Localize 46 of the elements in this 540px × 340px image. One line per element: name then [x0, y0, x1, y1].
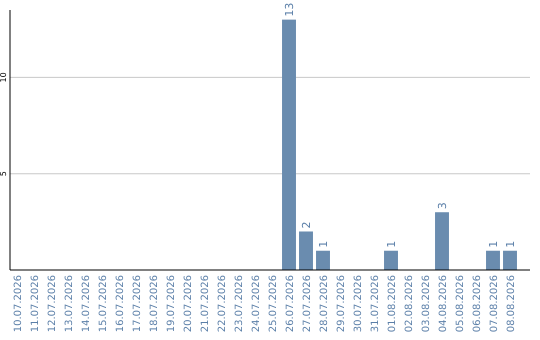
- x-tick-label: 22.07.2026: [217, 275, 228, 332]
- x-tick-label: 13.07.2026: [64, 275, 75, 332]
- bar: [384, 250, 398, 270]
- data-label: 1: [487, 240, 500, 248]
- x-tick-label: 04.08.2026: [438, 275, 449, 332]
- bar: [503, 250, 517, 270]
- bar: [316, 250, 330, 270]
- x-tick-label: 20.07.2026: [183, 275, 194, 332]
- x-tick-label: 11.07.2026: [30, 275, 41, 332]
- x-tick-label: 25.07.2026: [268, 275, 279, 332]
- bar: [486, 250, 500, 270]
- x-tick-label: 15.07.2026: [98, 275, 109, 332]
- x-tick-label: 24.07.2026: [251, 275, 262, 332]
- x-tick-label: 30.07.2026: [353, 275, 364, 332]
- x-tick-label: 12.07.2026: [47, 275, 58, 332]
- bar: [282, 20, 296, 270]
- x-tick-label: 26.07.2026: [285, 275, 296, 332]
- data-label: 1: [504, 240, 517, 248]
- x-tick-label: 06.08.2026: [472, 275, 483, 332]
- data-label: 13: [283, 2, 296, 17]
- x-tick-label: 16.07.2026: [115, 275, 126, 332]
- data-label: 1: [385, 240, 398, 248]
- bar: [435, 212, 449, 270]
- x-tick-label: 03.08.2026: [421, 275, 432, 332]
- x-tick-label: 08.08.2026: [506, 275, 517, 332]
- x-tick-label: 19.07.2026: [166, 275, 177, 332]
- y-tick-label: 10: [0, 72, 8, 82]
- data-label: 1: [317, 240, 330, 248]
- x-tick-label: 05.08.2026: [455, 275, 466, 332]
- x-tick-label: 23.07.2026: [234, 275, 245, 332]
- x-tick-label: 31.07.2026: [370, 275, 381, 332]
- x-tick-label: 18.07.2026: [149, 275, 160, 332]
- bar: [299, 231, 313, 270]
- x-tick-label: 01.08.2026: [387, 275, 398, 332]
- x-tick-label: 17.07.2026: [132, 275, 143, 332]
- x-tick-label: 07.08.2026: [489, 275, 500, 332]
- x-tick-label: 02.08.2026: [404, 275, 415, 332]
- x-tick-label: 27.07.2026: [302, 275, 313, 332]
- x-tick-label: 21.07.2026: [200, 275, 211, 332]
- x-tick-label: 14.07.2026: [81, 275, 92, 332]
- x-tick-label: 28.07.2026: [319, 275, 330, 332]
- x-tick-label: 29.07.2026: [336, 275, 347, 332]
- y-tick-label: 5: [0, 171, 8, 176]
- data-label: 2: [300, 221, 313, 228]
- x-tick-label: 10.07.2026: [13, 275, 24, 332]
- data-label: 3: [436, 202, 449, 210]
